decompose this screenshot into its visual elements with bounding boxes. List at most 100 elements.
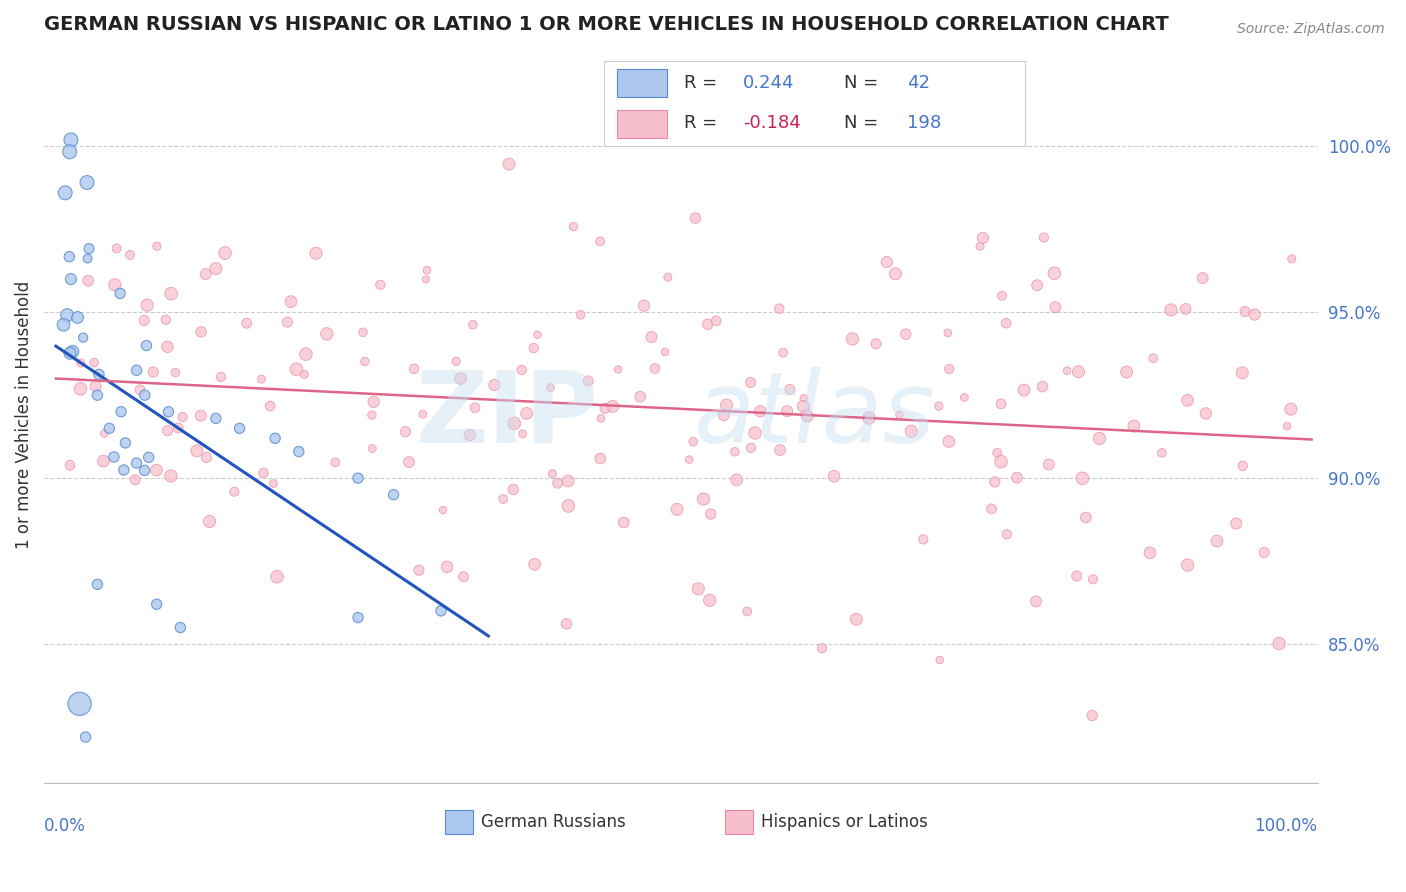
Point [125, 456, 148, 470]
Point [1025, 594, 1047, 608]
Point [1225, 516, 1247, 531]
Point [118, 248, 141, 262]
Point [110, 405, 132, 419]
Point [1253, 545, 1275, 559]
Point [484, 378, 506, 392]
Point [412, 407, 434, 421]
Point [589, 234, 612, 248]
Point [347, 610, 370, 624]
Point [510, 363, 533, 377]
Point [876, 255, 898, 269]
Point [523, 341, 546, 355]
Point [1056, 364, 1078, 378]
Point [607, 362, 630, 376]
Point [953, 391, 976, 405]
Point [194, 267, 217, 281]
Point [135, 338, 157, 352]
Point [1067, 365, 1090, 379]
Point [749, 404, 772, 418]
Point [352, 326, 374, 340]
Point [990, 397, 1012, 411]
Point [1122, 419, 1144, 434]
Point [541, 467, 564, 481]
Point [1174, 301, 1197, 316]
Point [969, 239, 991, 253]
Point [555, 616, 578, 631]
Point [938, 362, 960, 376]
Point [1142, 351, 1164, 366]
Point [394, 425, 416, 439]
Point [156, 340, 179, 354]
Point [408, 563, 430, 577]
Point [657, 270, 679, 285]
Point [368, 277, 391, 292]
Point [112, 463, 135, 477]
Point [589, 451, 612, 466]
Point [1268, 636, 1291, 650]
Point [900, 424, 922, 438]
Point [1081, 708, 1104, 723]
Point [692, 491, 714, 506]
Point [678, 452, 700, 467]
Point [136, 298, 159, 312]
Point [93, 454, 115, 468]
Point [361, 408, 384, 422]
Point [436, 559, 458, 574]
Point [432, 503, 454, 517]
Point [138, 450, 160, 465]
Point [167, 421, 190, 435]
Point [986, 446, 1008, 460]
Point [725, 473, 748, 487]
Point [776, 404, 799, 418]
Point [125, 363, 148, 377]
Point [323, 455, 346, 469]
Point [169, 620, 191, 634]
Point [503, 417, 526, 431]
Point [928, 399, 950, 413]
Point [688, 582, 710, 596]
Point [1160, 302, 1182, 317]
Point [259, 399, 281, 413]
Point [602, 400, 624, 414]
Point [190, 325, 212, 339]
Point [492, 491, 515, 506]
Point [59, 346, 82, 360]
Point [704, 314, 727, 328]
Point [450, 371, 472, 385]
Point [1045, 300, 1067, 314]
Point [589, 411, 612, 425]
Point [557, 499, 579, 513]
Point [516, 406, 538, 420]
Point [1074, 510, 1097, 524]
Point [1232, 458, 1254, 473]
Point [768, 301, 790, 316]
Point [157, 405, 180, 419]
Point [160, 286, 183, 301]
Point [103, 450, 125, 464]
Point [1150, 446, 1173, 460]
Point [228, 421, 250, 435]
Point [155, 312, 177, 326]
Point [644, 361, 666, 376]
Point [811, 641, 834, 656]
Point [62, 344, 84, 359]
Point [1232, 366, 1254, 380]
Point [984, 475, 1007, 489]
Point [1195, 407, 1218, 421]
Point [1177, 393, 1199, 408]
Point [654, 345, 676, 359]
Point [205, 261, 228, 276]
Point [145, 463, 167, 477]
Point [83, 356, 105, 370]
Point [214, 246, 236, 260]
Point [841, 332, 863, 346]
Point [995, 527, 1018, 541]
Point [354, 354, 377, 368]
Point [205, 411, 228, 425]
Point [696, 318, 718, 332]
Point [98, 421, 121, 435]
Point [458, 428, 481, 442]
Point [845, 612, 868, 626]
Point [1043, 266, 1066, 280]
Point [884, 267, 907, 281]
